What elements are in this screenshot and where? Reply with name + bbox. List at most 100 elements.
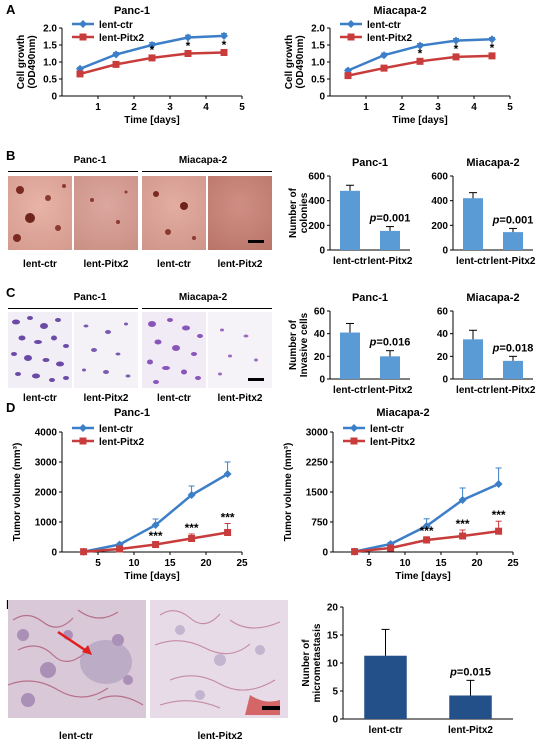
x-axis-label: Time [days] bbox=[395, 571, 450, 582]
b-label-miacapa2-pitx2: lent-Pitx2 bbox=[217, 259, 263, 270]
bar-pitx2 bbox=[380, 230, 400, 250]
y-tick-label: 1500 bbox=[306, 488, 329, 499]
data-point-pitx2 bbox=[423, 536, 431, 544]
y-tick-label: 600 bbox=[308, 172, 325, 183]
data-point-pitx2 bbox=[495, 527, 503, 535]
y-tick-label: 750 bbox=[311, 518, 328, 529]
significance-mark: * bbox=[222, 38, 227, 52]
chart-title: Miacapa-2 bbox=[466, 157, 519, 169]
y-tick-label: 5 bbox=[332, 687, 338, 698]
chart-a-panc1: Panc-1 0 0.5 1.0 1.5 2.0 1 2 3 4 5 Time [days] Cell … bbox=[16, 5, 245, 126]
y-tick-label: 1.5 bbox=[311, 41, 325, 52]
bar-pitx2 bbox=[503, 360, 523, 379]
x-tick-label: 3 bbox=[435, 102, 441, 113]
y-tick-label: 3000 bbox=[306, 428, 329, 439]
b-label-panc1-ctr: lent-ctr bbox=[23, 259, 57, 270]
x-tick-label: 5 bbox=[366, 558, 372, 569]
colony-image-panc1-ctr bbox=[8, 176, 72, 250]
c-group-line-miacapa2 bbox=[142, 308, 272, 309]
category-label: lent-ctr bbox=[333, 385, 367, 396]
legend-marker bbox=[347, 33, 355, 41]
legend-marker bbox=[79, 20, 87, 28]
chart-title: Panc-1 bbox=[114, 5, 150, 17]
legend-label: lent-ctr bbox=[367, 20, 401, 31]
data-point-ctr bbox=[187, 491, 196, 499]
scale-bar-b bbox=[248, 240, 264, 243]
data-point-pitx2 bbox=[488, 52, 496, 60]
y-tick-label: 200 bbox=[308, 221, 325, 232]
chart-e-micrometastasis: 0 5 10 15 20 Nunber of micrometastasis lent-ctr… bbox=[301, 603, 513, 736]
panel-letter-b: B bbox=[6, 148, 16, 163]
y-tick-label: 0 bbox=[322, 548, 328, 559]
colony-image-panc1-pitx2 bbox=[74, 176, 138, 250]
y-axis-label-2: colonies bbox=[299, 192, 310, 233]
c-group-title-miacapa2: Miacapa-2 bbox=[178, 292, 228, 303]
data-point-ctr bbox=[422, 522, 431, 530]
data-point-ctr bbox=[452, 36, 460, 45]
chart-c-miacapa2: Miacapa-2 0 20 40 60 lent-ctr lent-Pitx2 p=0.01… bbox=[437, 292, 536, 396]
y-tick-label: 1.0 bbox=[43, 58, 57, 69]
significance-mark: *** bbox=[221, 511, 235, 525]
data-point-ctr bbox=[488, 35, 496, 44]
bar-pitx2 bbox=[449, 695, 492, 719]
significance-mark: * bbox=[150, 43, 155, 57]
x-axis-label: Time [days] bbox=[392, 115, 447, 126]
chart-title: Miacapa-2 bbox=[376, 407, 429, 419]
b-group-line-panc1 bbox=[8, 171, 138, 172]
y-tick-label: 10 bbox=[327, 659, 339, 670]
x-tick-label: 5 bbox=[239, 102, 245, 113]
x-tick-label: 15 bbox=[435, 558, 447, 569]
x-axis-label: Time [days] bbox=[124, 571, 179, 582]
data-point-pitx2 bbox=[416, 57, 424, 65]
data-point-pitx2 bbox=[344, 72, 352, 80]
y-tick-label: 400 bbox=[431, 196, 448, 207]
y-tick-label: 0 bbox=[319, 92, 325, 103]
significance-mark: *** bbox=[456, 517, 470, 531]
c-label-panc1-ctr: lent-ctr bbox=[23, 393, 57, 404]
y-tick-label: 0 bbox=[332, 715, 338, 726]
y-tick-label: 1.5 bbox=[43, 41, 57, 52]
y-tick-label: 2000 bbox=[35, 488, 58, 499]
data-point-ctr bbox=[223, 470, 232, 478]
data-point-pitx2 bbox=[80, 548, 88, 556]
significance-mark: *** bbox=[492, 508, 506, 522]
x-tick-label: 1 bbox=[95, 102, 101, 113]
y-tick-label: 0.5 bbox=[43, 75, 57, 86]
y-axis-label: Cell growth bbox=[16, 35, 27, 89]
legend-marker bbox=[79, 33, 87, 41]
chart-d-miacapa2: Miacapa-2 0 750 1500 2250 3000 5 10 15 20 25 Time [… bbox=[283, 407, 519, 582]
p-value-label: p=0.016 bbox=[369, 337, 411, 349]
significance-mark: * bbox=[186, 39, 191, 53]
x-tick-label: 15 bbox=[164, 558, 176, 569]
b-group-title-miacapa2: Miacapa-2 bbox=[178, 155, 228, 166]
bar-pitx2 bbox=[380, 356, 400, 379]
x-tick-label: 5 bbox=[95, 558, 101, 569]
p-value-label: p=0.001 bbox=[369, 213, 411, 225]
y-tick-label: 200 bbox=[431, 221, 448, 232]
x-tick-label: 4 bbox=[203, 102, 209, 113]
e-label-ctr: lent-ctr bbox=[59, 731, 93, 742]
y-tick-label: 3000 bbox=[35, 458, 58, 469]
chart-b-miacapa2: Miacapa-2 0 200 400 600 lent-ctr lent-Pitx2 p=0… bbox=[431, 157, 536, 267]
histology-image-lent-pitx2 bbox=[150, 600, 288, 718]
y-tick-label: 2250 bbox=[306, 458, 329, 469]
category-label: lent-Pitx2 bbox=[448, 725, 493, 736]
c-label-miacapa2-ctr: lent-ctr bbox=[157, 393, 191, 404]
y-tick-label: 0 bbox=[51, 548, 57, 559]
data-point-pitx2 bbox=[387, 544, 395, 552]
panel-letter-c: C bbox=[6, 285, 16, 300]
y-tick-label: 4000 bbox=[35, 428, 58, 439]
c-label-panc1-pitx2: lent-Pitx2 bbox=[83, 393, 129, 404]
legend-marker bbox=[79, 424, 87, 432]
y-tick-label: 20 bbox=[327, 603, 339, 614]
y-axis-label-unit: (OD490nm) bbox=[295, 35, 306, 88]
y-axis-label-2: micrometastasis bbox=[312, 623, 323, 702]
y-tick-label: 40 bbox=[314, 329, 326, 340]
category-label: lent-Pitx2 bbox=[367, 256, 412, 267]
b-group-line-miacapa2 bbox=[142, 171, 272, 172]
x-tick-label: 2 bbox=[131, 102, 137, 113]
panel-letter-d: D bbox=[6, 400, 16, 415]
data-point-ctr bbox=[148, 41, 156, 49]
y-tick-label: 2.0 bbox=[43, 24, 57, 35]
y-tick-label: 0.5 bbox=[311, 75, 325, 86]
